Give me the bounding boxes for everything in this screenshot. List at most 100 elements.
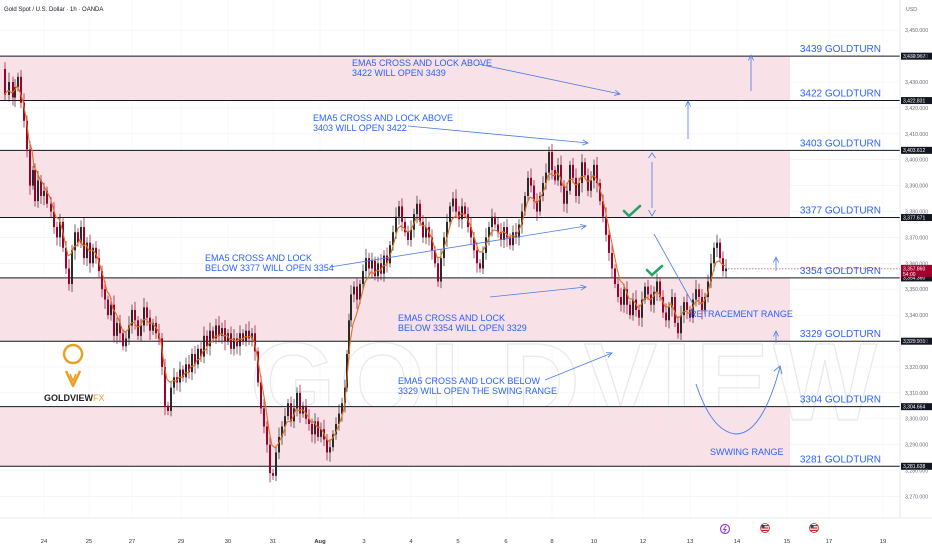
candle-body (314, 421, 316, 435)
candle-body (704, 296, 706, 310)
double-arrow-head (648, 209, 656, 217)
candle-body (251, 333, 253, 339)
candle-body (647, 286, 649, 295)
time-tick-label: 19 (880, 539, 886, 545)
candle-body (113, 304, 115, 336)
price-tick-label: 3,290.000 (905, 443, 928, 449)
candle-body (272, 473, 274, 476)
candle-body (230, 333, 232, 349)
candle-body (143, 307, 145, 326)
candle-body (68, 268, 70, 285)
candle-body (167, 405, 169, 411)
pink-zone (0, 56, 790, 101)
candle-body (539, 195, 541, 212)
candle-body (299, 392, 301, 414)
candle-body (725, 268, 727, 272)
candle-body (455, 198, 457, 212)
annotation-text: 3329 WILL OPEN THE SWING RANGE (398, 386, 557, 396)
candle-body (368, 258, 370, 269)
annotation-arrow-head (614, 90, 621, 96)
annotation-text: 3422 WILL OPEN 3439 (352, 68, 446, 78)
level-price-tag-text: 3,403.612 (903, 148, 925, 154)
us-flag-icon (809, 523, 819, 533)
annotation-text: EMA5 CROSS AND LOCK ABOVE (352, 58, 492, 68)
candle-body (503, 227, 505, 241)
candle-body (119, 322, 121, 334)
level-price-tag-text: 3,329.931 (903, 339, 925, 345)
candle-body (86, 242, 88, 259)
candle-body (527, 177, 529, 196)
candle-body (377, 263, 379, 277)
annotation-text: EMA5 CROSS AND LOCK (398, 313, 505, 323)
candle-body (233, 338, 235, 349)
candle-body (374, 260, 376, 277)
candle-body (4, 69, 6, 95)
candle-body (287, 403, 289, 417)
current-price-countdown: 54:00 (903, 272, 916, 278)
candle-body (719, 242, 721, 259)
price-tick-label: 3,450.000 (905, 28, 928, 34)
candle-body (37, 180, 39, 202)
candle-body (440, 258, 442, 282)
level-price-tag-text: 3,354.360 (903, 276, 925, 282)
logo-name: GOLDVIEW (44, 393, 94, 403)
candle-body (34, 170, 36, 202)
pink-zone (0, 406, 790, 467)
candle-body (416, 203, 418, 215)
price-tick-label: 3,270.000 (905, 494, 928, 500)
candle-body (572, 164, 574, 178)
price-tick-label: 3,300.000 (905, 417, 928, 423)
candle-body (683, 302, 685, 316)
candle-body (350, 294, 352, 321)
level-price-tag-text: 3,304.664 (903, 404, 925, 410)
candle-body (578, 183, 580, 196)
candle-body (43, 190, 45, 196)
time-tick-label: 5 (456, 539, 459, 545)
price-tick-label: 3,400.000 (905, 158, 928, 164)
level-price-tag (901, 146, 932, 154)
candle-body (686, 302, 688, 310)
chart-title: Gold Spot / U.S. Dollar · 1h · OANDA (4, 7, 103, 13)
candle-body (644, 286, 646, 300)
candle-body (206, 335, 208, 347)
swing-curve-head (773, 365, 783, 375)
candle-body (500, 232, 502, 241)
candle-body (224, 328, 226, 342)
candle-body (401, 206, 403, 222)
candle-body (242, 333, 244, 342)
level-price-tag-text: 3,422.831 (903, 98, 925, 104)
candle-body (548, 151, 550, 173)
candle-body (620, 296, 622, 305)
candle-body (125, 338, 127, 347)
candle-body (17, 76, 19, 88)
candle-body (65, 247, 67, 269)
annotation-arrow-head (580, 223, 587, 230)
pink-zone (0, 150, 790, 218)
candle-body (599, 183, 601, 202)
time-tick-label: 24 (41, 539, 48, 545)
candle-body (98, 258, 100, 272)
candle-body (569, 164, 571, 191)
current-price-tag (901, 264, 932, 277)
check-icon (622, 204, 642, 218)
candle-body (491, 216, 493, 228)
price-tick-label: 3,320.000 (905, 365, 928, 371)
level-label: 3304 GOLDTURN (800, 395, 881, 406)
time-tick-label: 8 (550, 539, 553, 545)
candle-body (77, 232, 79, 243)
candle-body (212, 330, 214, 339)
candle-body (398, 206, 400, 217)
time-tick-label: 15 (784, 539, 790, 545)
candle-body (674, 296, 676, 323)
candle-body (407, 232, 409, 241)
price-tick-label: 3,420.000 (905, 106, 928, 112)
candle-body (83, 227, 85, 259)
price-tick-label: 3,360.000 (905, 261, 928, 267)
price-tick-label: 3,380.000 (905, 210, 928, 216)
candle-body (710, 263, 712, 282)
annotation-arrow (489, 286, 587, 298)
candle-body (437, 263, 439, 282)
candle-body (191, 353, 193, 373)
level-price-tag-text: 3,439.967 (903, 54, 925, 60)
